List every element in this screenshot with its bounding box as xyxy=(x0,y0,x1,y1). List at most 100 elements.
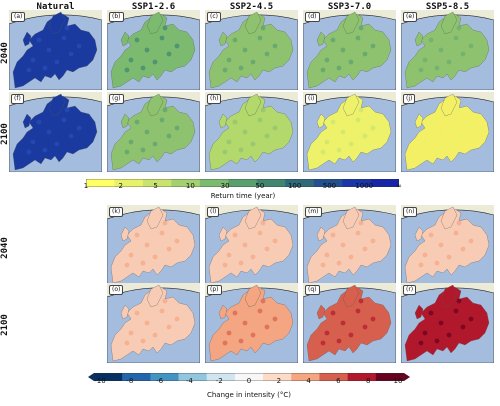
map-speckle xyxy=(232,119,238,125)
map-speckle xyxy=(257,35,263,41)
map-speckle xyxy=(340,242,346,248)
colorbar-segment xyxy=(285,179,314,187)
map-speckle xyxy=(226,252,232,258)
map-speckle xyxy=(336,338,342,344)
colorbar-segment xyxy=(142,179,172,187)
map-speckle xyxy=(162,25,168,31)
map-speckle xyxy=(336,65,342,71)
land-mass xyxy=(208,95,294,171)
land-uk xyxy=(414,113,424,129)
panel-label: (k) xyxy=(109,207,124,217)
map-speckle xyxy=(362,324,368,330)
map-speckle xyxy=(340,129,346,135)
column-header-ssp126: SSP1-2.6 xyxy=(131,2,176,12)
row-header-2100-bottom: 2100 xyxy=(0,314,10,336)
map-speckle xyxy=(370,238,376,244)
map-speckle xyxy=(226,57,232,63)
land-uk xyxy=(414,31,424,47)
land-uk xyxy=(316,31,326,47)
map-speckle xyxy=(418,340,424,346)
map-speckle xyxy=(250,141,256,147)
panel-label: (f) xyxy=(11,94,24,104)
map-speckle xyxy=(250,254,256,260)
map-speckle xyxy=(362,51,368,57)
land-scandinavia xyxy=(440,284,458,308)
intensity-tick-label: -8 xyxy=(126,377,134,385)
map-speckle xyxy=(428,119,434,125)
land-uk xyxy=(22,113,32,129)
map-speckle xyxy=(61,117,67,123)
land-mass xyxy=(110,95,196,171)
map-speckle xyxy=(418,262,424,268)
map-speckle xyxy=(159,35,165,41)
panel-label: (j) xyxy=(403,94,416,104)
map-speckle xyxy=(434,65,440,71)
intensity-tick-label: 6 xyxy=(336,377,341,385)
map-speckle xyxy=(26,149,32,155)
colorbar-segment xyxy=(206,373,236,381)
land-uk xyxy=(120,304,130,320)
map-speckle xyxy=(61,35,67,41)
map-speckle xyxy=(422,330,428,336)
intensity-tick-label: 4 xyxy=(306,377,311,385)
panel-label: (n) xyxy=(403,207,418,217)
map-speckle xyxy=(355,117,361,123)
map-speckle xyxy=(162,298,168,304)
map-speckle xyxy=(362,133,368,139)
map-speckle xyxy=(222,149,228,155)
return-time-map-d: (d) xyxy=(303,10,396,90)
map-speckle xyxy=(222,67,228,73)
map-speckle xyxy=(54,141,60,147)
colorbar-segment xyxy=(150,373,179,381)
map-speckle xyxy=(456,25,462,31)
return-time-tick-label: 2 xyxy=(118,182,123,190)
map-speckle xyxy=(257,117,263,123)
map-speckle xyxy=(468,43,474,49)
map-speckle xyxy=(336,260,342,266)
map-speckle xyxy=(456,298,462,304)
row-header-2040-bottom: 2040 xyxy=(0,237,10,259)
land-scandinavia xyxy=(244,206,262,230)
map-speckle xyxy=(260,220,266,226)
panel-label: (a) xyxy=(11,12,26,22)
map-speckle xyxy=(152,332,158,338)
colorbar-segment xyxy=(370,179,400,187)
panel-label: (g) xyxy=(109,94,124,104)
land-uk xyxy=(120,226,130,242)
map-speckle xyxy=(140,65,146,71)
panel-label: (c) xyxy=(207,12,221,22)
map-speckle xyxy=(26,67,32,73)
map-speckle xyxy=(242,320,248,326)
land-uk xyxy=(218,226,228,242)
map-speckle xyxy=(355,35,361,41)
map-speckle xyxy=(140,260,146,266)
land-uk xyxy=(22,31,32,47)
land-mass xyxy=(208,208,294,284)
return-time-tick-label: 500 xyxy=(322,182,337,190)
land-uk xyxy=(414,304,424,320)
map-speckle xyxy=(162,107,168,113)
colorbar-segment xyxy=(114,179,144,187)
land-mass xyxy=(306,13,392,89)
map-speckle xyxy=(446,332,452,338)
map-speckle xyxy=(468,316,474,322)
return-time-map-f: (f) xyxy=(9,92,102,172)
land-mass xyxy=(110,208,196,284)
land-mass xyxy=(12,13,98,89)
land-scandinavia xyxy=(342,11,360,35)
map-speckle xyxy=(144,129,150,135)
map-speckle xyxy=(428,310,434,316)
map-speckle xyxy=(446,59,452,65)
panel-label: (h) xyxy=(207,94,222,104)
map-speckle xyxy=(68,51,74,57)
land-uk xyxy=(218,304,228,320)
map-speckle xyxy=(422,252,428,258)
map-speckle xyxy=(257,308,263,314)
map-speckle xyxy=(30,57,36,63)
map-speckle xyxy=(434,260,440,266)
land-scandinavia xyxy=(244,11,262,35)
map-speckle xyxy=(250,332,256,338)
column-header-natural: Natural xyxy=(36,2,75,12)
map-speckle xyxy=(264,51,270,57)
map-speckle xyxy=(264,133,270,139)
